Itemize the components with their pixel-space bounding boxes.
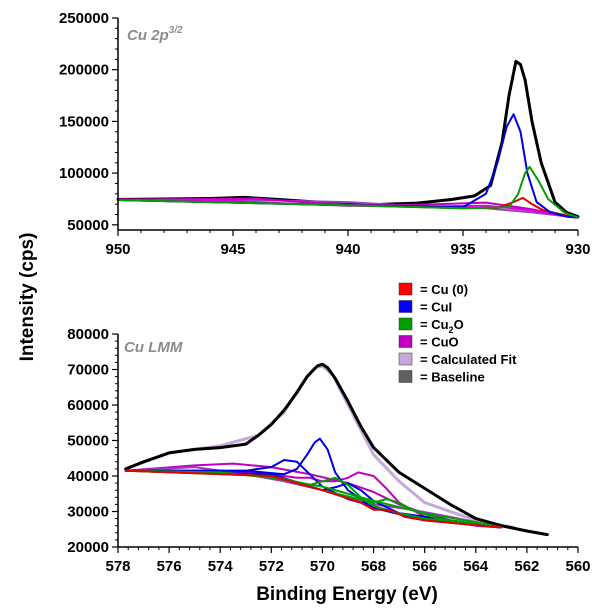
cu-2p-x-tick-label: 940: [335, 241, 360, 258]
cu-lmm-y-tick-label: 60000: [67, 397, 109, 414]
cu-lmm-x-tick-label: 574: [208, 558, 234, 575]
x-axis-title: Binding Energy (eV): [256, 584, 438, 605]
legend-label: = Baseline: [420, 370, 485, 385]
legend-swatch: [398, 352, 413, 366]
cu-2p-y-tick-label: 200000: [59, 62, 109, 79]
cu-lmm-x-tick-label: 560: [565, 558, 590, 575]
cu-lmm-x-tick-label: 562: [514, 558, 539, 575]
legend-swatch: [398, 335, 413, 348]
cu-lmm-series-1: [124, 362, 549, 537]
cu-lmm-series-5: [124, 437, 503, 529]
cu-lmm-x-tick-label: 564: [463, 558, 489, 575]
cu-lmm-y-tick-label: 40000: [67, 468, 109, 485]
cu-lmm-x-tick-label: 568: [361, 558, 386, 575]
cu-2p-y-tick-label: 150000: [59, 113, 109, 130]
cu-lmm-series-10: [124, 469, 503, 529]
cu-lmm-x-tick-label: 566: [412, 558, 437, 575]
cu-2p-x-tick-label: 945: [220, 241, 245, 258]
cu-2p-x-tick-label: 930: [565, 241, 590, 258]
cu-lmm-panel: 20000 30000 40000 50000 60000 70000 80000 578 57…: [67, 326, 590, 575]
cu-lmm-y-tick-label: 70000: [67, 362, 109, 379]
cu-2p-series-6: [117, 165, 579, 219]
cu-lmm-label: Cu LMM: [124, 339, 183, 356]
legend-swatch: [398, 282, 413, 296]
cu-lmm-x-tick-label: 578: [105, 558, 130, 575]
cu-2p-y-tick-label: 50000: [67, 217, 109, 234]
legend-label: = CuO: [420, 335, 459, 350]
cu-lmm-y-tick-label: 50000: [67, 433, 109, 450]
cu-2p-series-5: [117, 113, 579, 219]
cu-2p-series-group: [116, 59, 580, 219]
cu-2p-label: Cu 2p3/2: [127, 25, 183, 44]
cu-2p-x-tick-label: 950: [105, 241, 130, 258]
cu-2p-panel: 50000 100000 150000 200000 250000 950 945 940 93…: [59, 10, 591, 258]
cu-2p-series-0: [116, 59, 580, 219]
cu-lmm-series-group: [124, 362, 549, 537]
cu-lmm-y-tick-label: 80000: [67, 326, 109, 343]
cu-lmm-y-tick-label: 30000: [67, 504, 109, 521]
y-axis-title: Intensity (cps): [17, 233, 38, 362]
cu-2p-y-tick-label: 250000: [59, 10, 109, 27]
cu-2p-x-tick-label: 935: [450, 241, 475, 258]
legend-label: = Cu (0): [420, 282, 468, 297]
legend-swatch: [398, 370, 413, 383]
legend-label: = CuI: [420, 300, 452, 315]
legend-label: = Cu2O: [420, 317, 464, 335]
cu-lmm-x-tick-label: 572: [259, 558, 284, 575]
cu-2p-y-tick-label: 100000: [59, 165, 109, 182]
legend-swatch: [398, 300, 413, 313]
cu-lmm-series-0: [124, 364, 516, 529]
legend-swatch: [398, 317, 413, 331]
cu-lmm-series-11: [124, 469, 503, 529]
cu-lmm-y-tick-label: 20000: [67, 539, 109, 556]
cu-lmm-x-tick-label: 576: [157, 558, 182, 575]
cu-lmm-x-tick-label: 570: [310, 558, 335, 575]
legend-label: = Calculated Fit: [420, 352, 517, 367]
legend: = Cu (0) = CuI = Cu2O= CuO = Calculated Fit…: [398, 282, 517, 385]
